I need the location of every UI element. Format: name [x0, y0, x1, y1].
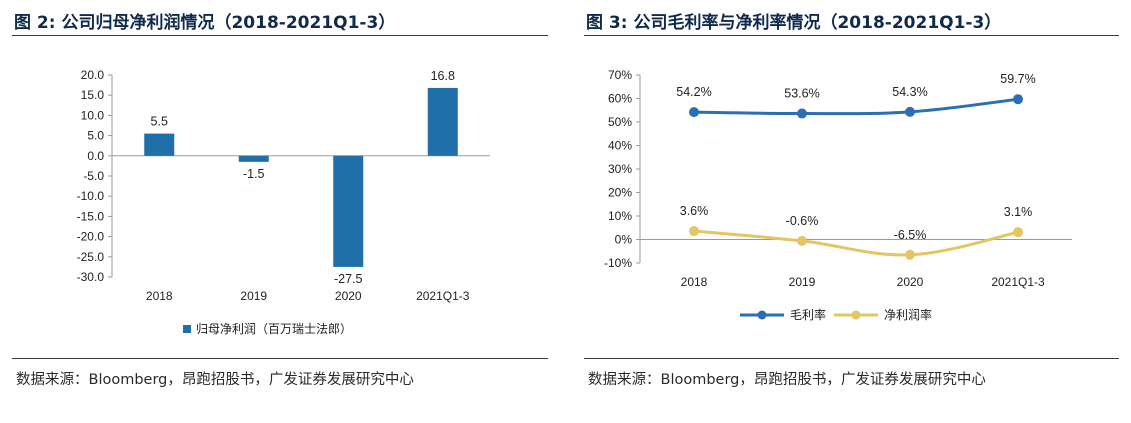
bar-value-label: -1.5: [243, 167, 265, 181]
x-tick-label: 2018: [146, 289, 173, 303]
bar: [144, 133, 175, 156]
y-tick-label: 50%: [608, 115, 632, 129]
x-tick-label: 2019: [789, 275, 816, 289]
y-tick-label: -10%: [604, 256, 632, 270]
gross-margin-line: [693, 97, 1019, 116]
y-tick-label: -5.0: [83, 169, 104, 183]
net-margin-point: [689, 226, 699, 237]
y-tick-label: 10%: [608, 209, 632, 223]
left-bottom-rule: [12, 358, 548, 359]
right-figure-panel: 图 3: 公司毛利率与净利率情况（2018-2021Q1-3） 70% 60% 50…: [572, 0, 1131, 423]
x-tick-label: 2021Q1-3: [416, 289, 470, 303]
y-tick-label: 30%: [608, 162, 632, 176]
legend-label: 归母净利润（百万瑞士法郎）: [196, 322, 352, 336]
net-margin-label: 3.1%: [1004, 205, 1033, 219]
gross-margin-label: 54.3%: [892, 85, 927, 99]
x-tick-label: 2020: [335, 289, 362, 303]
y-tick-label: 60%: [608, 92, 632, 106]
gross-margin-point: [905, 106, 915, 117]
left-figure-panel: 图 2: 公司归母净利润情况（2018-2021Q1-3） 20.0 15.0 10…: [0, 0, 560, 423]
legend-label: 毛利率: [790, 307, 826, 322]
net-margin-label: -6.5%: [894, 228, 927, 242]
y-tick-label: -25.0: [77, 250, 105, 264]
y-tick-label: 40%: [608, 139, 632, 153]
net-profit-bar-chart: 20.0 15.0 10.0 5.0 0.0 -5.0 -10.0 -15.0 -20.0 -25…: [77, 68, 490, 336]
right-source-note: 数据来源：Bloomberg，昂跑招股书，广发证券发展研究中心: [588, 372, 986, 388]
right-bottom-rule: [584, 358, 1119, 359]
y-tick-label: 5.0: [87, 129, 104, 143]
y-tick-label: 0.0: [87, 149, 104, 163]
legend-swatch: [183, 325, 191, 333]
gross-margin-point: [1013, 94, 1023, 105]
y-tick-label: 0%: [615, 233, 633, 247]
x-tick-label: 2019: [240, 289, 267, 303]
y-tick-label: -15.0: [77, 209, 105, 223]
y-tick-label: -10.0: [77, 189, 105, 203]
legend-marker: [757, 310, 767, 320]
net-margin-point: [797, 235, 807, 246]
net-margin-label: 3.6%: [680, 204, 709, 218]
y-tick-label: 20%: [608, 186, 632, 200]
bar: [333, 155, 364, 267]
gross-margin-point: [689, 107, 699, 118]
gross-margin-label: 54.2%: [676, 85, 711, 99]
left-figure-title: 图 2: 公司归母净利润情况（2018-2021Q1-3）: [14, 13, 396, 33]
legend-marker: [851, 310, 861, 320]
left-source-note: 数据来源：Bloomberg，昂跑招股书，广发证券发展研究中心: [16, 372, 414, 388]
margin-line-chart: 70% 60% 50% 40% 30% 20% 10% 0% -10% 2018 2019 2020 2…: [604, 68, 1072, 322]
bar: [238, 155, 269, 162]
y-tick-label: 10.0: [81, 108, 105, 122]
net-margin-point: [905, 249, 915, 260]
bar-value-label: 5.5: [151, 115, 168, 129]
x-tick-label: 2020: [897, 275, 924, 289]
x-tick-label: 2018: [681, 275, 708, 289]
gross-margin-label: 53.6%: [784, 87, 819, 101]
gross-margin-point: [797, 108, 807, 119]
net-margin-label: -0.6%: [786, 214, 819, 228]
gross-margin-label: 59.7%: [1000, 72, 1035, 86]
net-margin-line: [693, 229, 1019, 257]
y-tick-label: 20.0: [81, 68, 105, 82]
y-tick-label: -30.0: [77, 270, 105, 284]
bar-value-label: 16.8: [431, 69, 455, 83]
bar: [427, 87, 458, 156]
y-tick-label: 15.0: [81, 88, 105, 102]
left-top-rule: [12, 35, 548, 36]
legend-label: 净利润率: [884, 307, 932, 322]
net-margin-point: [1013, 227, 1023, 238]
right-top-rule: [584, 35, 1119, 36]
right-figure-title: 图 3: 公司毛利率与净利率情况（2018-2021Q1-3）: [586, 13, 1002, 33]
y-tick-label: -20.0: [77, 230, 105, 244]
x-tick-label: 2021Q1-3: [991, 275, 1045, 289]
y-tick-label: 70%: [608, 68, 632, 82]
bar-value-label: -27.5: [334, 272, 363, 286]
